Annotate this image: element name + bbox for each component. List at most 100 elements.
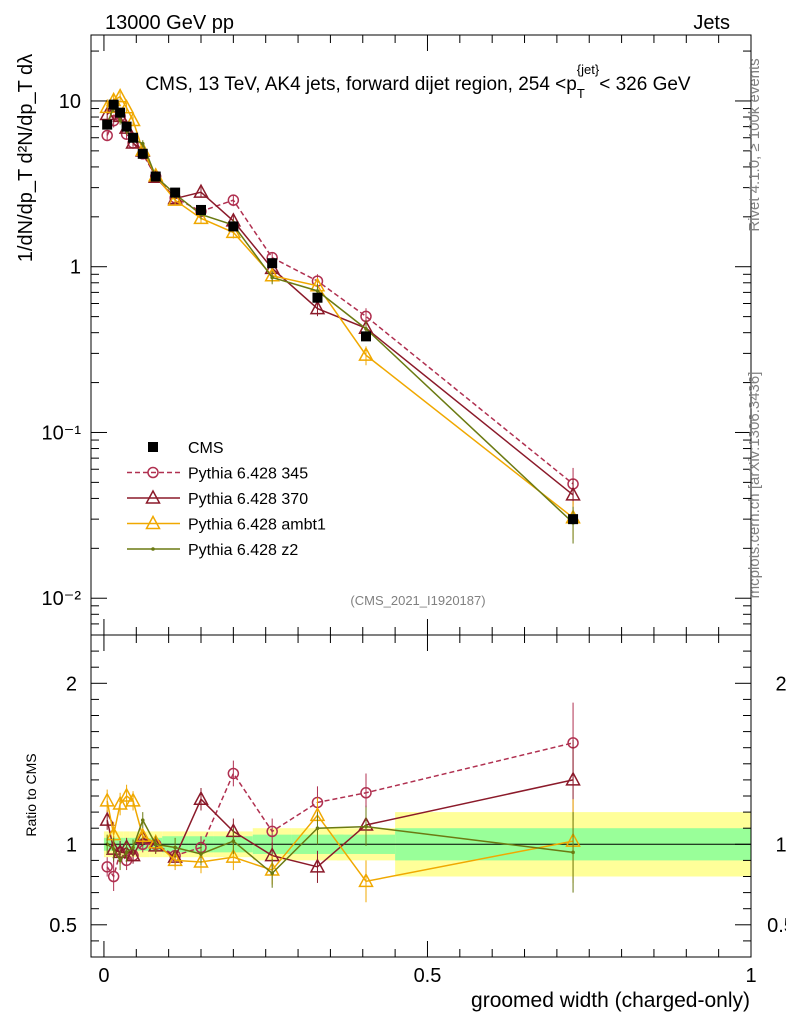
ratio-point [270,871,274,876]
ratio-point [358,872,374,888]
cms-data-point [312,292,323,303]
cms-data-point [150,171,161,182]
ratio-lines [99,702,581,903]
cms-data-point [568,514,579,525]
ratio-point [107,870,120,883]
ratio-point [111,847,116,851]
legend-label: Pythia 6.428 ambt1 [188,517,326,534]
legend-label: Pythia 6.428 345 [188,466,308,483]
ratio-point [135,827,151,842]
rivet-label: Rivet 4.1.0, ≥ 100k events [746,58,763,231]
legend-label: Pythia 6.428 z2 [188,542,298,559]
main-line-1 [106,105,574,496]
main-point [309,300,326,315]
cms-data-point [196,204,206,215]
main-point [140,141,145,146]
legend-entry: Pythia 6.428 ambt1 [127,514,326,534]
ratio-point [266,825,278,838]
ratio-point [565,771,581,786]
main-point [118,99,135,114]
main-point [270,275,274,280]
chart-title: CMS, 13 TeV, AK4 jets, forward dijet reg… [145,62,691,101]
main-point [118,118,122,123]
analysis-watermark: (CMS_2021_I1920187) [350,593,485,608]
ratio-point [140,818,145,822]
main-point [125,111,141,127]
ratio-point [199,852,203,856]
ratio-y-tick-label-right: 0.5 [767,915,786,937]
ratio-point [124,850,129,855]
main-point [167,191,183,206]
cms-data-point [108,99,119,110]
ratio-point [131,845,135,850]
main-point [565,486,581,501]
ratio-point [225,848,242,863]
ratio-point [193,853,209,868]
legend-entry: Pythia 6.428 370 [127,489,308,508]
main-point [364,327,368,331]
ratio-point [364,824,368,829]
main-point [193,183,209,198]
legend: CMS Pythia 6.428 345 Pythia 6.428 370 Pythi… [127,440,326,559]
main-point [227,194,240,206]
main-y-tick-label: 10⁻² [42,588,82,610]
cms-data-point [115,107,126,118]
header-right: Jets [693,12,730,34]
main-y-axis-label: 1/dN/dp_T d²N/dp_T dλ [15,54,37,262]
axes: 0 0.5 1 10⁻² 10⁻¹ 1 10 0.5 0.5 1 1 2 2 [42,35,786,987]
cms-data-point [170,187,181,198]
cms-data-point [228,221,239,232]
legend-marker [145,514,161,530]
main-line-2 [106,95,574,519]
x-axis-label: groomed width (charged-only) [471,989,750,1012]
ratio-point [105,842,109,847]
main-point [225,223,242,239]
x-tick-label: 0.5 [414,965,442,987]
legend-marker [151,547,155,551]
ratio-y-tick-label-right: 1 [775,834,786,856]
ratio-point [173,845,177,850]
ratio-y-tick-label: 0.5 [49,915,77,937]
main-point [112,88,128,103]
ratio-point [231,839,236,843]
ratio-point [360,787,372,799]
legend-entry: Pythia 6.428 345 [127,466,308,483]
ratio-point [125,846,141,862]
main-line-3 [106,104,574,524]
mcplots-label: mcplots.cern.ch [arXiv:1306.3436] [746,372,763,599]
ratio-point [118,858,122,863]
ratio-point [193,790,209,805]
legend-label: CMS [188,440,224,457]
ratio-y-tick-label-right: 2 [775,673,786,695]
ratio-point [125,792,141,807]
ratio-point [112,795,128,810]
legend-marker [148,442,158,452]
ratio-point [101,861,113,873]
x-tick-label: 1 [745,965,756,987]
ratio-frame [90,634,752,958]
ratio-point [227,767,240,780]
ratio-point [153,842,158,847]
ratio-bands [91,812,751,877]
ratio-line-2 [106,794,574,883]
legend-label: Pythia 6.428 370 [188,491,308,508]
ratio-y-tick-label: 1 [66,834,77,856]
cms-data-point [128,132,139,143]
main-point [358,346,374,361]
main-point [193,209,209,225]
header-left: 13000 GeV pp [105,12,234,34]
cms-data-point [102,119,113,130]
ratio-point [309,858,326,873]
legend-marker [147,466,159,479]
main-point [101,129,113,142]
cms-data-point [361,331,371,342]
cms-data-point [121,121,132,132]
ratio-point [315,826,320,830]
main-line-0 [106,115,574,485]
ratio-point [118,787,135,802]
x-tick-label: 0 [98,965,109,987]
legend-entry: Pythia 6.428 z2 [127,542,298,559]
main-y-tick-label: 10⁻¹ [42,422,82,444]
ratio-y-tick-label: 2 [66,673,77,695]
